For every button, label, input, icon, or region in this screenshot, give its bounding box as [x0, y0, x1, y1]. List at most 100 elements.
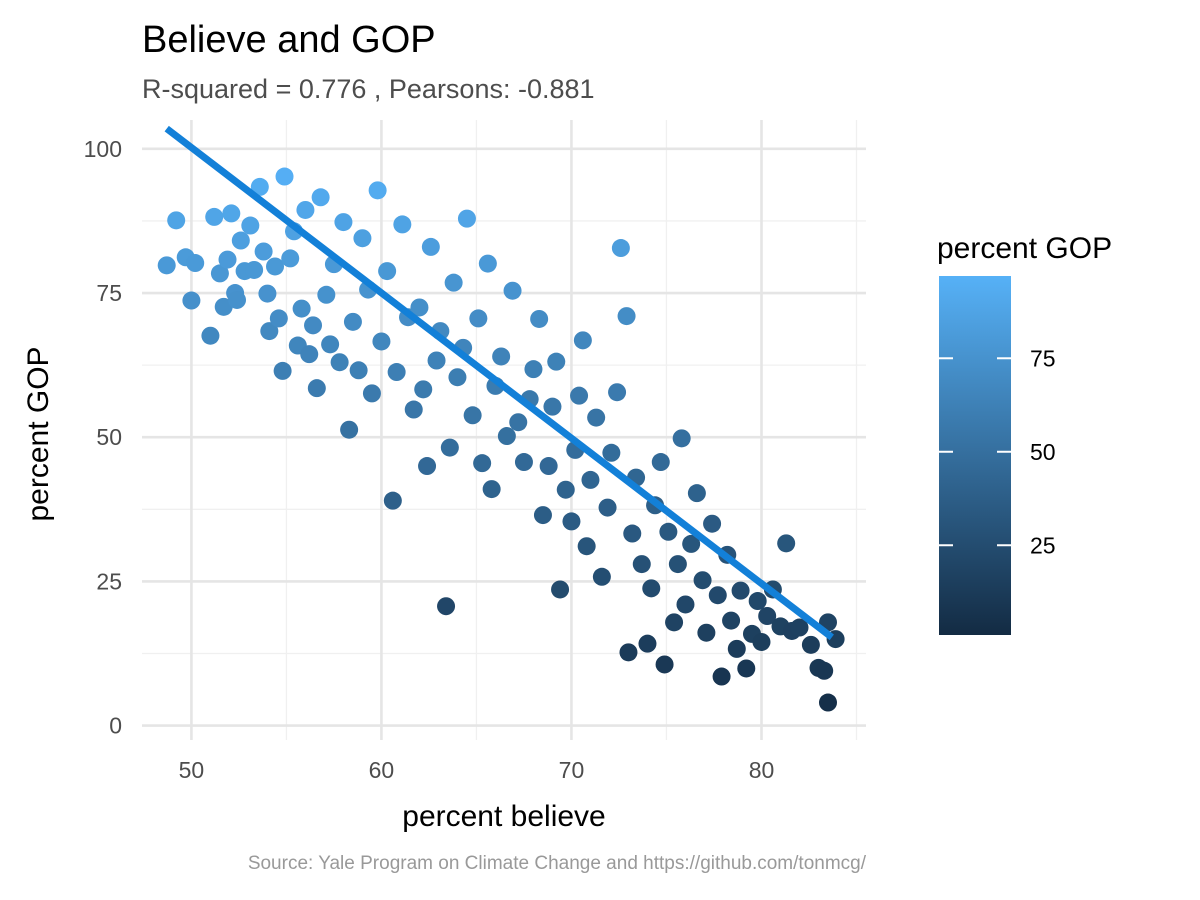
data-point [167, 211, 186, 230]
data-point [296, 200, 315, 219]
data-point [524, 360, 543, 379]
data-point [676, 595, 695, 614]
data-point [307, 379, 326, 398]
legend-title: percent GOP [937, 232, 1112, 265]
data-point [737, 659, 756, 678]
data-point [651, 453, 670, 472]
x-axis-ticks: 50 60 70 80 [179, 757, 775, 783]
data-point [659, 522, 678, 541]
data-point [731, 581, 750, 600]
data-point [372, 332, 391, 351]
data-point [577, 537, 596, 556]
data-point [497, 427, 516, 446]
data-point [801, 635, 820, 654]
data-point [697, 623, 716, 642]
data-point [581, 470, 600, 489]
color-legend: percent GOP 25 50 75 [937, 232, 1112, 635]
data-point [758, 607, 777, 625]
data-point [543, 397, 562, 416]
data-point [414, 380, 433, 399]
data-point [693, 571, 712, 590]
data-point [623, 524, 642, 543]
data-point [292, 299, 311, 318]
data-point [427, 351, 446, 370]
data-point [533, 506, 552, 525]
data-point [727, 639, 746, 658]
chart-caption: Source: Yale Program on Climate Change a… [248, 853, 867, 874]
data-point [551, 580, 570, 599]
data-point [300, 345, 319, 364]
data-point [362, 384, 381, 403]
data-point [349, 361, 368, 380]
data-point [492, 347, 511, 366]
x-tick-label: 50 [179, 757, 205, 783]
x-tick-label: 70 [559, 757, 585, 783]
data-point [317, 285, 336, 304]
data-point [547, 352, 566, 371]
data-point [748, 592, 767, 611]
data-point [815, 661, 834, 680]
data-point [602, 443, 621, 462]
data-point [275, 167, 294, 186]
data-point [231, 231, 250, 250]
data-point [777, 534, 796, 553]
data-point [410, 298, 429, 317]
data-point [330, 353, 349, 372]
data-point [457, 209, 476, 228]
y-tick-label: 100 [84, 136, 122, 162]
data-point [592, 567, 611, 586]
data-point [703, 514, 722, 533]
data-point [587, 408, 606, 427]
data-point [611, 239, 630, 258]
data-point [562, 512, 581, 531]
data-point [418, 457, 437, 476]
data-point [222, 204, 241, 223]
y-tick-label: 0 [109, 713, 122, 739]
data-point [665, 613, 684, 632]
y-tick-label: 50 [96, 424, 122, 450]
data-point [321, 335, 340, 354]
data-point [482, 480, 501, 499]
data-point [186, 254, 205, 273]
data-point [228, 290, 247, 309]
data-point [619, 643, 638, 662]
data-point [273, 361, 292, 380]
data-point [790, 618, 809, 637]
data-point [556, 480, 575, 499]
data-point [343, 312, 362, 331]
legend-tick-label: 75 [1030, 345, 1056, 371]
data-point [201, 326, 220, 345]
data-point [509, 413, 528, 432]
legend-colorbar [939, 276, 1011, 635]
data-point [254, 242, 273, 261]
y-tick-label: 75 [96, 280, 122, 306]
data-point [281, 249, 300, 268]
data-point [258, 284, 277, 303]
data-point [682, 534, 701, 553]
data-point [210, 264, 229, 283]
data-point [448, 368, 467, 387]
data-point [469, 309, 488, 328]
data-point [752, 632, 771, 651]
data-point [269, 309, 288, 328]
data-point [463, 406, 482, 425]
data-point [378, 262, 397, 281]
data-point [437, 597, 456, 616]
data-point [218, 250, 237, 269]
data-point [708, 586, 727, 605]
y-tick-label: 25 [96, 568, 122, 594]
x-tick-label: 80 [749, 757, 775, 783]
data-point [387, 363, 406, 382]
data-point [642, 579, 661, 598]
x-axis-title: percent believe [402, 800, 605, 833]
data-point [818, 693, 837, 712]
chart-subtitle: R-squared = 0.776 , Pearsons: -0.881 [142, 74, 595, 104]
data-point [712, 667, 731, 686]
data-point [205, 207, 224, 226]
legend-tick-label: 50 [1030, 439, 1056, 465]
data-point [473, 454, 492, 473]
data-point [214, 297, 233, 316]
data-point [672, 429, 691, 448]
data-point [241, 216, 260, 235]
